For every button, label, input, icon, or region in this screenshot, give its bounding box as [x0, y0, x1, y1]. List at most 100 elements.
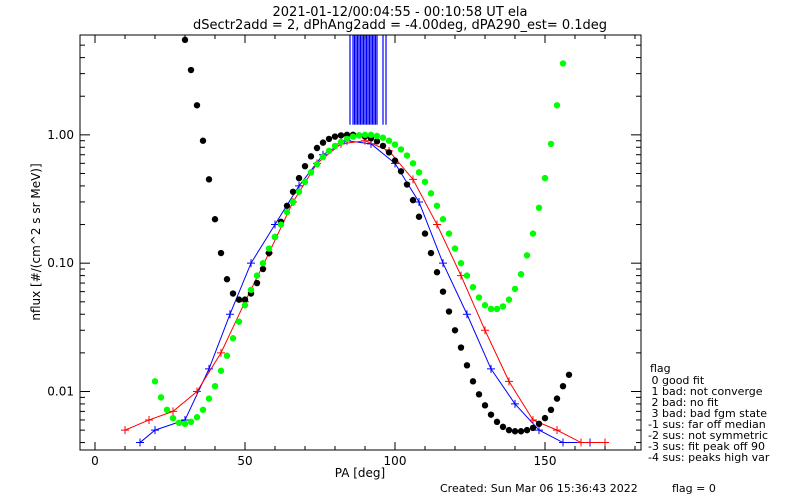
fit-point: [307, 153, 315, 160]
fit-point: [229, 290, 237, 297]
fit-point: [295, 174, 303, 182]
fit-point: [265, 245, 273, 252]
legend-item: 2 bad: no fit: [648, 396, 719, 409]
fit-point: [535, 420, 543, 428]
fit-point: [397, 146, 405, 153]
fit-point: [463, 272, 471, 279]
fit-point: [289, 188, 297, 195]
chart-title-line1: 2021-01-12/00:04:55 - 00:10:58 UT ela: [273, 5, 528, 20]
y-tick-label: 0.10: [47, 256, 74, 270]
fit-point: [361, 131, 369, 139]
data-point: [457, 271, 465, 280]
data-point: [559, 438, 567, 447]
fit-point: [259, 259, 267, 267]
fit-point: [211, 216, 219, 223]
fit-point: [415, 213, 423, 220]
fit-point: [235, 318, 243, 325]
fit-point: [481, 302, 489, 309]
fit-point: [217, 367, 225, 374]
fit-point: [397, 168, 405, 175]
data-point: [295, 181, 303, 190]
data-point: [193, 387, 201, 396]
data-point: [505, 377, 513, 386]
fit-point: [565, 371, 573, 378]
fit-point: [175, 419, 183, 427]
fit-point: [181, 420, 189, 428]
data-point: [409, 175, 417, 184]
series-line-1: [124, 140, 605, 444]
fit-point: [415, 169, 423, 176]
fit-point: [241, 296, 249, 303]
fit-point: [481, 402, 489, 409]
fit-point: [187, 418, 195, 426]
fit-point: [511, 285, 519, 293]
data-point: [577, 438, 585, 447]
fit-point: [559, 382, 567, 390]
fit-point: [331, 133, 339, 140]
fit-point: [223, 352, 231, 359]
fit-point: [403, 181, 411, 188]
fit-point: [517, 271, 525, 278]
fit-point: [469, 283, 477, 291]
axis-layer: 0 50 100 150 0.01 0.10 1.00: [47, 34, 641, 468]
fit-point: [301, 162, 309, 170]
fit-point: [217, 249, 225, 257]
chart-title-line2: dSectr2add = 2, dPhAng2add = -4.00deg, d…: [193, 18, 607, 33]
data-point: [487, 364, 495, 373]
fit-point: [283, 202, 291, 209]
data-point: [121, 426, 129, 435]
fit-point: [163, 406, 171, 414]
fit-point: [505, 426, 513, 434]
fit-point: [373, 138, 381, 145]
fit-point: [187, 66, 195, 74]
fit-point: [157, 394, 165, 401]
data-point: [271, 220, 279, 229]
data-point: [439, 259, 447, 268]
fit-point: [289, 198, 297, 206]
fit-point: [475, 391, 483, 398]
fit-point: [319, 139, 327, 146]
fit-point: [529, 424, 537, 432]
fit-point: [331, 142, 339, 150]
fit-point: [523, 252, 531, 259]
fit-point: [457, 259, 465, 267]
fit-point: [313, 161, 321, 168]
fit-point: [535, 204, 543, 212]
fit-point: [313, 144, 321, 152]
fit-point: [379, 134, 387, 141]
fit-point: [253, 272, 261, 279]
data-point: [601, 438, 609, 447]
fit-point: [499, 303, 507, 310]
fit-point: [325, 135, 333, 143]
data-point: [247, 259, 255, 268]
y-axis-label: nflux [#/(cm^2 s sr MeV)]: [29, 163, 43, 320]
legend-item: -4 sus: peaks high var: [648, 451, 770, 464]
fit-point: [469, 378, 477, 385]
fit-point: [223, 276, 231, 283]
fit-point: [505, 296, 513, 303]
fit-point: [367, 131, 375, 139]
fit-point: [247, 286, 255, 294]
fit-point: [547, 406, 555, 414]
fit-point: [295, 188, 303, 195]
fit-point: [151, 378, 159, 385]
fit-point: [391, 141, 399, 148]
fit-point: [199, 137, 207, 144]
fit-point: [493, 305, 501, 313]
fit-point: [229, 335, 237, 342]
fit-point: [457, 344, 465, 351]
fit-point: [439, 288, 447, 295]
fit-point: [235, 296, 243, 303]
x-tick-label: 150: [534, 454, 557, 468]
fit-point: [445, 230, 453, 237]
data-point: [511, 399, 519, 408]
data-point: [136, 438, 144, 447]
fit-point: [349, 133, 357, 140]
fit-point: [433, 269, 441, 276]
fit-point: [379, 142, 387, 150]
fit-point: [403, 152, 411, 159]
fit-point: [391, 157, 399, 164]
fit-point: [523, 426, 531, 434]
fit-point: [553, 102, 561, 109]
